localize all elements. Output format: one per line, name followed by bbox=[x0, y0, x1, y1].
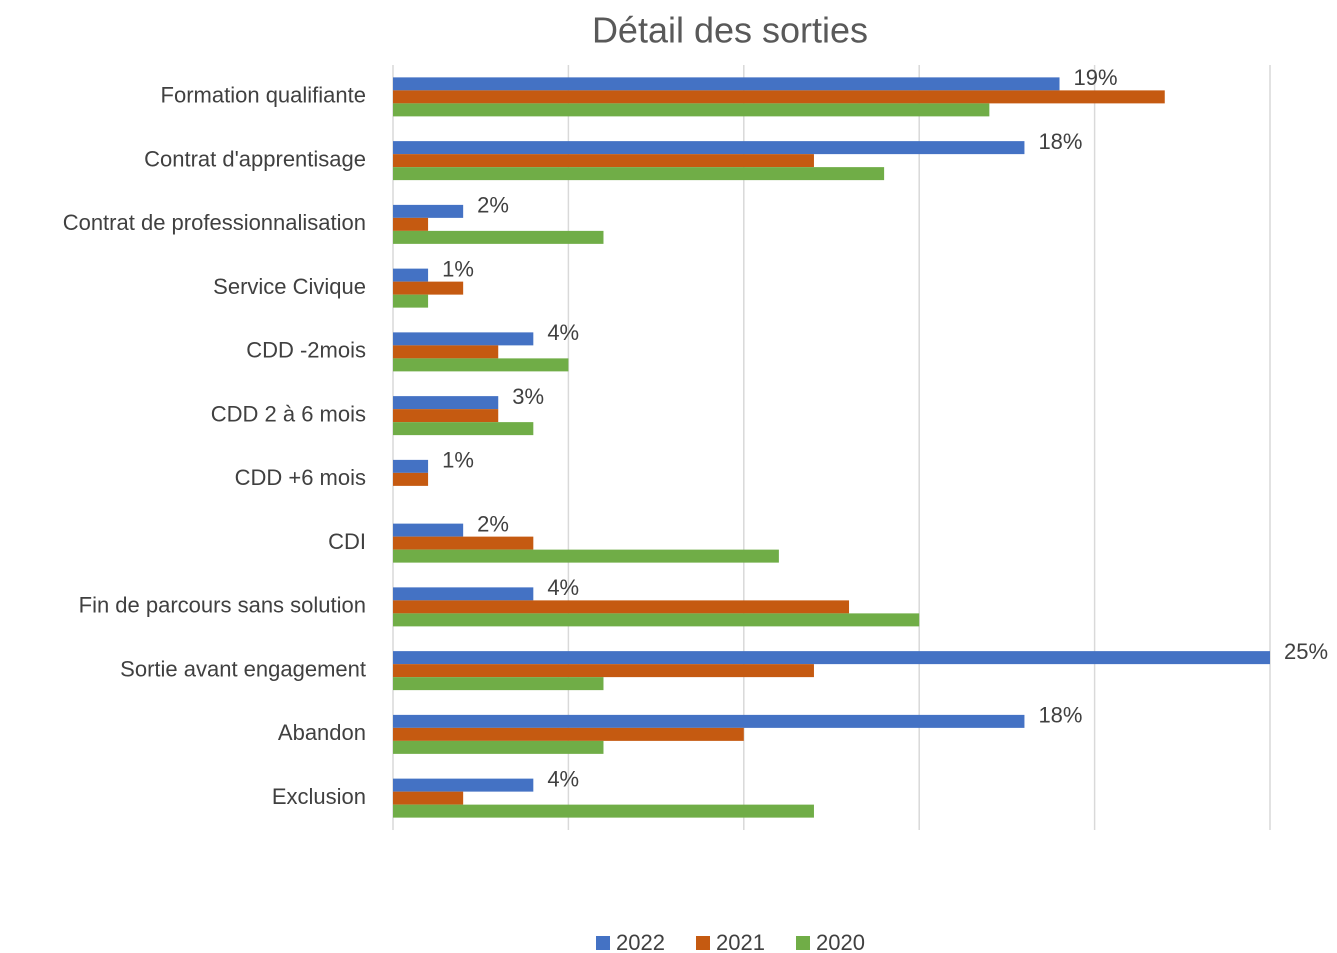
bar bbox=[393, 600, 850, 614]
bar bbox=[393, 664, 814, 678]
bar bbox=[393, 281, 464, 295]
bar bbox=[393, 154, 814, 168]
bar bbox=[393, 613, 920, 627]
y-tick-label: Contrat d'apprentisage bbox=[144, 146, 366, 171]
bar bbox=[393, 409, 499, 423]
data-label: 18% bbox=[1038, 129, 1082, 154]
y-tick-label: Formation qualifiante bbox=[161, 83, 366, 108]
bar bbox=[393, 345, 499, 359]
bar bbox=[393, 90, 1165, 104]
bar bbox=[393, 217, 429, 231]
data-label: 3% bbox=[512, 384, 544, 409]
bar bbox=[393, 459, 429, 473]
y-tick-label: CDI bbox=[328, 529, 366, 554]
bar bbox=[393, 677, 604, 691]
bar bbox=[393, 740, 604, 754]
legend-swatch bbox=[796, 936, 810, 950]
legend-label: 2021 bbox=[716, 930, 765, 953]
legend-label: 2020 bbox=[816, 930, 865, 953]
bar bbox=[393, 778, 534, 792]
data-label: 25% bbox=[1284, 639, 1328, 664]
data-label: 4% bbox=[547, 575, 579, 600]
bar bbox=[393, 77, 1060, 91]
chart-title: Détail des sorties bbox=[592, 10, 868, 51]
bar bbox=[393, 472, 429, 486]
y-tick-label: Abandon bbox=[278, 720, 366, 745]
y-tick-label: Sortie avant engagement bbox=[120, 656, 366, 681]
bar bbox=[393, 167, 885, 181]
bar bbox=[393, 714, 1025, 728]
bar bbox=[393, 651, 1270, 665]
bar bbox=[393, 103, 990, 117]
bar bbox=[393, 204, 464, 218]
data-label: 1% bbox=[442, 256, 474, 281]
data-label: 4% bbox=[547, 766, 579, 791]
bar bbox=[393, 268, 429, 282]
y-tick-label: Service Civique bbox=[213, 274, 366, 299]
bar bbox=[393, 141, 1025, 155]
y-tick-label: Exclusion bbox=[272, 784, 366, 809]
y-tick-label: CDD -2mois bbox=[246, 338, 366, 363]
bar bbox=[393, 332, 534, 346]
legend-swatch bbox=[696, 936, 710, 950]
bar bbox=[393, 358, 569, 372]
legend-label: 2022 bbox=[616, 930, 665, 953]
bar bbox=[393, 422, 534, 436]
bar bbox=[393, 396, 499, 410]
bar bbox=[393, 587, 534, 601]
legend-swatch bbox=[596, 936, 610, 950]
data-label: 4% bbox=[547, 320, 579, 345]
bar bbox=[393, 727, 744, 741]
bar bbox=[393, 804, 814, 818]
y-tick-label: Fin de parcours sans solution bbox=[79, 593, 366, 618]
data-label: 19% bbox=[1074, 65, 1118, 90]
data-label: 18% bbox=[1038, 703, 1082, 728]
data-label: 1% bbox=[442, 448, 474, 473]
bar bbox=[393, 549, 779, 563]
data-label: 2% bbox=[477, 511, 509, 536]
y-tick-label: CDD +6 mois bbox=[235, 465, 366, 490]
data-label: 2% bbox=[477, 193, 509, 218]
bar bbox=[393, 536, 534, 550]
bar bbox=[393, 230, 604, 244]
bar bbox=[393, 791, 464, 805]
bar bbox=[393, 523, 464, 537]
y-tick-label: CDD 2 à 6 mois bbox=[211, 401, 366, 426]
bar bbox=[393, 294, 429, 308]
y-tick-label: Contrat de professionnalisation bbox=[63, 210, 366, 235]
